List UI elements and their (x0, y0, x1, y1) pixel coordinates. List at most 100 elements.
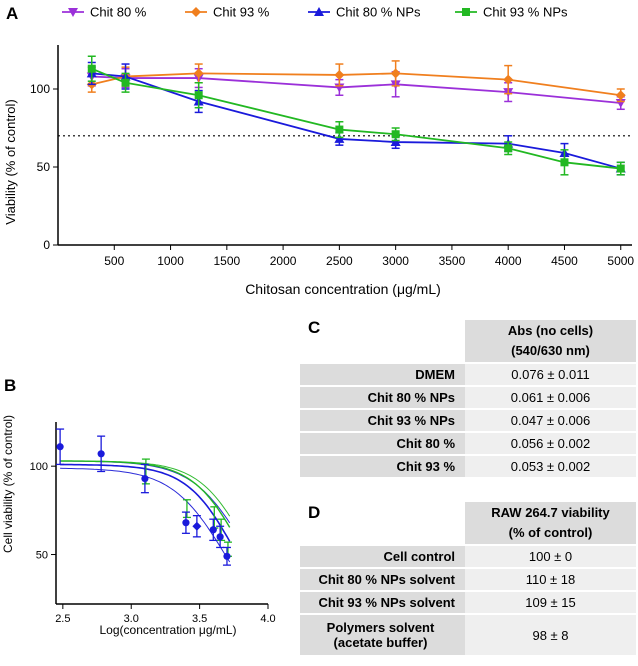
data-point (56, 443, 64, 451)
row-value: 100 ± 0 (465, 546, 636, 567)
row-label: Polymers solvent (acetate buffer) (300, 615, 465, 655)
panel-letter-b: B (4, 376, 17, 395)
row-label-line1: Polymers solvent (326, 620, 435, 635)
x-tick-label: 1000 (157, 254, 184, 268)
data-point (560, 158, 569, 167)
table-d-header-line1: RAW 264.7 viability (491, 505, 610, 520)
table-row: Polymers solvent (acetate buffer) 98 ± 8 (300, 615, 636, 655)
panel-letter-c: C (308, 318, 321, 337)
legend-marker (314, 7, 324, 16)
x-tick-label: 1500 (213, 254, 240, 268)
row-label: Chit 93 % NPs solvent (300, 592, 465, 613)
row-label: Chit 93 % NPs (300, 410, 465, 431)
chart-b-axes: 50 100 2.5 3.0 3.5 4.0 (30, 422, 276, 625)
series-line-4 (91, 67, 621, 170)
chart-a-y-axis-label: Viability (% of control) (3, 99, 18, 224)
legend-marker (191, 7, 201, 17)
data-point (193, 68, 204, 79)
table-row: Chit 93 % 0.053 ± 0.002 (300, 456, 636, 477)
data-point (615, 90, 626, 101)
table-row: Chit 80 % 0.056 ± 0.002 (300, 433, 636, 454)
x-tick-label: 2500 (326, 254, 353, 268)
x-tick-label: 3.0 (124, 613, 139, 625)
data-point (87, 64, 96, 73)
x-tick-label: 3500 (439, 254, 466, 268)
panel-letter-a: A (6, 4, 19, 23)
x-tick-label: 4500 (551, 254, 578, 268)
data-point (97, 450, 105, 458)
chart-a-x-axis-label: Chitosan concentration (μg/mL) (245, 281, 441, 297)
data-point (141, 474, 149, 483)
data-point (390, 137, 401, 147)
row-label: Cell control (300, 546, 465, 567)
data-point (616, 164, 625, 173)
table-d-header-line2: (% of control) (508, 525, 593, 540)
chart-b: 50 100 2.5 3.0 3.5 4.0 Cell viability (% of c… (1, 415, 276, 637)
row-label: Chit 93 % (300, 456, 465, 477)
panel-letter-d: D (308, 503, 321, 522)
data-point (216, 533, 224, 541)
row-label: DMEM (300, 364, 465, 385)
legend-marker (68, 8, 78, 17)
row-value: 0.056 ± 0.002 (465, 433, 636, 454)
row-label-line2: (acetate buffer) (333, 635, 428, 650)
table-d: RAW 264.7 viability (% of control) Cell … (300, 500, 636, 657)
data-point (504, 144, 513, 153)
table-row: Cell control 100 ± 0 (300, 546, 636, 567)
x-tick-label: 3000 (382, 254, 409, 268)
data-point (391, 130, 400, 139)
row-value: 110 ± 18 (465, 569, 636, 590)
x-tick-label: 4000 (495, 254, 522, 268)
chart-a-legend: Chit 80 % Chit 93 % Chit 80 % NPs Chit 93 %… (62, 5, 568, 20)
row-value: 109 ± 15 (465, 592, 636, 613)
row-label: Chit 80 % NPs solvent (300, 569, 465, 590)
table-c-header-line1: Abs (no cells) (507, 323, 594, 338)
row-value: 0.047 ± 0.006 (465, 410, 636, 431)
y-tick-label: 100 (30, 461, 48, 473)
x-tick-label: 2.5 (55, 613, 70, 625)
table-row: DMEM 0.076 ± 0.011 (300, 364, 636, 385)
table-d-header-row: RAW 264.7 viability (% of control) (300, 502, 636, 544)
legend-label: Chit 80 % NPs (336, 5, 421, 20)
row-value: 0.053 ± 0.002 (465, 456, 636, 477)
row-value: 0.076 ± 0.011 (465, 364, 636, 385)
series-line-3 (91, 72, 621, 170)
legend-label: Chit 80 % (90, 5, 147, 20)
table-c: Abs (no cells) (540/630 nm) DMEM 0.076 ± … (300, 318, 636, 479)
data-point (223, 552, 231, 560)
y-tick-label: 100 (30, 82, 50, 96)
row-label: Chit 80 % NPs (300, 387, 465, 408)
x-tick-label: 3.5 (192, 613, 207, 625)
y-tick-label: 50 (37, 160, 51, 174)
legend-marker (462, 8, 470, 16)
table-c-header: Abs (no cells) (540/630 nm) (465, 320, 636, 362)
x-tick-label: 4.0 (260, 613, 275, 625)
x-tick-label: 500 (104, 254, 124, 268)
data-point (503, 74, 514, 85)
table-c-header-line2: (540/630 nm) (511, 343, 590, 358)
table-row: Chit 93 % NPs 0.047 ± 0.006 (300, 410, 636, 431)
x-tick-label: 2000 (270, 254, 297, 268)
data-point (182, 519, 190, 527)
data-point (121, 78, 130, 87)
data-point (334, 69, 345, 80)
table-c-header-row: Abs (no cells) (540/630 nm) (300, 320, 636, 362)
table-d-header: RAW 264.7 viability (% of control) (465, 502, 636, 544)
chart-a: Chit 80 % Chit 93 % Chit 80 % NPs Chit 93 %… (3, 5, 634, 298)
data-point (390, 68, 401, 79)
table-row: Chit 80 % NPs 0.061 ± 0.006 (300, 387, 636, 408)
data-point (334, 133, 345, 143)
row-value: 98 ± 8 (465, 615, 636, 655)
data-point (335, 125, 344, 134)
row-label: Chit 80 % (300, 433, 465, 454)
chart-b-x-axis-label: Log(concentration μg/mL) (100, 623, 237, 637)
legend-label: Chit 93 % (213, 5, 270, 20)
data-point (209, 526, 217, 534)
chart-b-marks (56, 428, 232, 566)
legend-label: Chit 93 % NPs (483, 5, 568, 20)
chart-b-y-axis-label: Cell viability (% of control) (1, 415, 15, 553)
table-row: Chit 93 % NPs solvent 109 ± 15 (300, 592, 636, 613)
data-point (194, 91, 203, 100)
x-tick-label: 5000 (607, 254, 634, 268)
chart-a-axes: 0 50 100 500 1000 1500 2000 2500 3000 3500 4000 450… (30, 45, 634, 268)
